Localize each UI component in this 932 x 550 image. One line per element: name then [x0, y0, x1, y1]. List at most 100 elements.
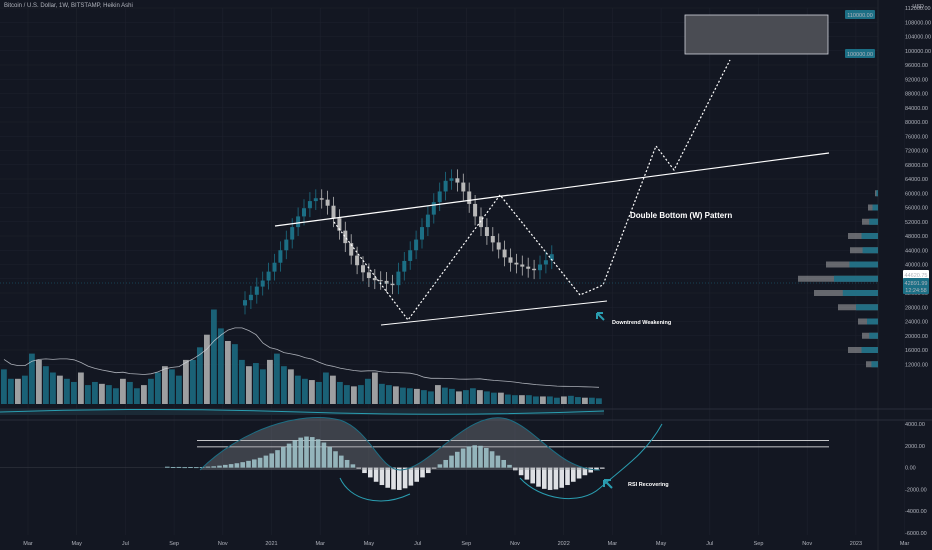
candle-body[interactable]	[437, 191, 442, 203]
candle-body[interactable]	[390, 283, 395, 286]
candle-body[interactable]	[538, 264, 542, 271]
candle-body[interactable]	[402, 260, 407, 272]
candle-body[interactable]	[532, 268, 537, 271]
candle-body[interactable]	[284, 239, 289, 251]
osc-bar	[310, 437, 315, 468]
target-zone[interactable]	[684, 14, 829, 55]
osc-bar	[576, 467, 582, 479]
price-tick-label: 92000.00	[905, 77, 928, 83]
price-tag-high: 44620.75	[903, 270, 929, 279]
osc-bar	[217, 465, 222, 468]
candle-body[interactable]	[372, 278, 377, 281]
candle-body[interactable]	[414, 239, 419, 251]
candle-body[interactable]	[266, 271, 271, 281]
volume-bar	[596, 398, 602, 404]
candle-body[interactable]	[484, 227, 489, 236]
candle-body[interactable]	[384, 280, 389, 284]
volume-bar	[120, 378, 126, 404]
candle-body[interactable]	[549, 254, 554, 261]
candle-body[interactable]	[490, 236, 495, 243]
candle-body[interactable]	[313, 198, 318, 202]
osc-bar	[455, 451, 460, 468]
osc-bar	[588, 467, 593, 473]
drawing-layer[interactable]: Double Bottom (W) Pattern Downtrend Weake…	[0, 14, 878, 326]
osc-bar	[304, 436, 309, 468]
candle-body[interactable]	[543, 260, 548, 265]
candle-body[interactable]	[325, 199, 330, 206]
osc-bar	[559, 467, 564, 488]
candle-body[interactable]	[514, 262, 519, 265]
candle-body[interactable]	[331, 205, 336, 219]
volume-bar	[141, 385, 147, 404]
candle-body[interactable]	[449, 178, 454, 181]
candle-body[interactable]	[355, 255, 360, 266]
osc-tick-label: -4000.00	[905, 509, 927, 515]
candle-body[interactable]	[455, 178, 460, 183]
candle-body[interactable]	[508, 257, 513, 263]
candle-body[interactable]	[396, 271, 401, 286]
candle-body[interactable]	[502, 249, 507, 258]
osc-bar	[594, 467, 599, 471]
target-low-tag-text: 100000.00	[847, 52, 873, 58]
volume-bar	[470, 388, 476, 404]
time-tick-label: 2021	[265, 541, 277, 547]
candle-body[interactable]	[425, 214, 430, 228]
time-tick-label: Nov	[802, 541, 812, 547]
candle-body[interactable]	[254, 286, 259, 295]
candle-body[interactable]	[302, 208, 306, 217]
volume-bar	[8, 378, 14, 404]
osc-bar	[431, 467, 437, 469]
candle-body[interactable]	[337, 218, 342, 231]
candle-body[interactable]	[420, 227, 424, 240]
volume-bar	[36, 359, 42, 404]
candle-body[interactable]	[496, 242, 501, 250]
candle-body[interactable]	[307, 201, 312, 209]
candle-body[interactable]	[526, 266, 531, 269]
candle-body[interactable]	[272, 262, 277, 272]
upper-trendline[interactable]	[274, 152, 830, 227]
osc-bar	[321, 442, 327, 468]
candle-body[interactable]	[408, 250, 413, 261]
candle-body[interactable]	[443, 180, 448, 192]
candle-body[interactable]	[349, 243, 354, 256]
volume-bar	[519, 395, 525, 404]
candle-body[interactable]	[343, 230, 348, 244]
price-tick-label: 76000.00	[905, 134, 928, 140]
candle-body[interactable]	[243, 300, 247, 306]
volume-bar	[512, 395, 518, 404]
candle-body[interactable]	[361, 265, 365, 273]
projection-path[interactable]	[333, 59, 731, 322]
osc-bar	[373, 467, 379, 482]
candle-body[interactable]	[260, 280, 265, 287]
candle-body[interactable]	[290, 227, 295, 240]
profile-bar-bull	[849, 261, 878, 268]
candle-body[interactable]	[378, 280, 383, 282]
candle-body[interactable]	[319, 198, 324, 200]
candle-body[interactable]	[431, 202, 436, 215]
volume-bar	[407, 388, 413, 404]
candle-body[interactable]	[278, 250, 283, 263]
candle-body[interactable]	[461, 182, 466, 192]
candle-body[interactable]	[296, 216, 301, 228]
candle-body[interactable]	[366, 272, 371, 279]
volume-bar	[211, 309, 217, 404]
time-tick-label: Jul	[706, 541, 713, 547]
candle-body[interactable]	[473, 203, 478, 217]
volume-bar	[393, 386, 399, 404]
candle-body[interactable]	[520, 264, 525, 267]
volume-bar	[547, 396, 553, 404]
price-tick-label: 16000.00	[905, 348, 928, 354]
candle-body[interactable]	[248, 294, 253, 301]
osc-bar	[402, 467, 408, 489]
osc-bar	[223, 464, 228, 468]
time-tick-label: Mar	[900, 541, 910, 547]
volume-bar	[267, 359, 273, 404]
osc-bar	[269, 453, 274, 468]
price-tick-label: 96000.00	[905, 63, 928, 69]
lower-trendline[interactable]	[380, 300, 608, 326]
price-tick-label: 84000.00	[905, 106, 928, 112]
candle-body[interactable]	[467, 191, 472, 204]
candle-layer[interactable]	[243, 169, 554, 315]
time-tick-label: Sep	[754, 541, 764, 547]
